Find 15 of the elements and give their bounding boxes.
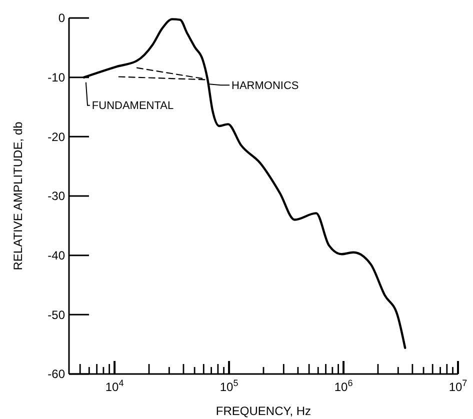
- y-axis-title: RELATIVE AMPLITUDE, db: [11, 121, 25, 270]
- y-tick-label: -60: [48, 367, 66, 382]
- y-tick-label: -40: [48, 248, 66, 263]
- annotation: HARMONICS: [232, 80, 299, 92]
- y-tick-label: -30: [48, 189, 66, 204]
- x-tick-label: 10$^{6}$: [334, 378, 353, 394]
- x-tick-label: 10$^{5}$: [220, 378, 238, 394]
- annotation: FUNDAMENTAL: [92, 100, 174, 112]
- x-tick-label: 10$^{7}$: [448, 378, 468, 394]
- x-axis-title: FREQUENCY, Hz: [216, 404, 312, 418]
- y-tick-label: 0: [58, 11, 66, 26]
- x-tick-label: 10$^{4}$: [105, 378, 124, 394]
- y-tick-label: -10: [48, 70, 66, 85]
- y-tick-label: -20: [48, 130, 66, 144]
- y-tick-label: -50: [48, 308, 66, 322]
